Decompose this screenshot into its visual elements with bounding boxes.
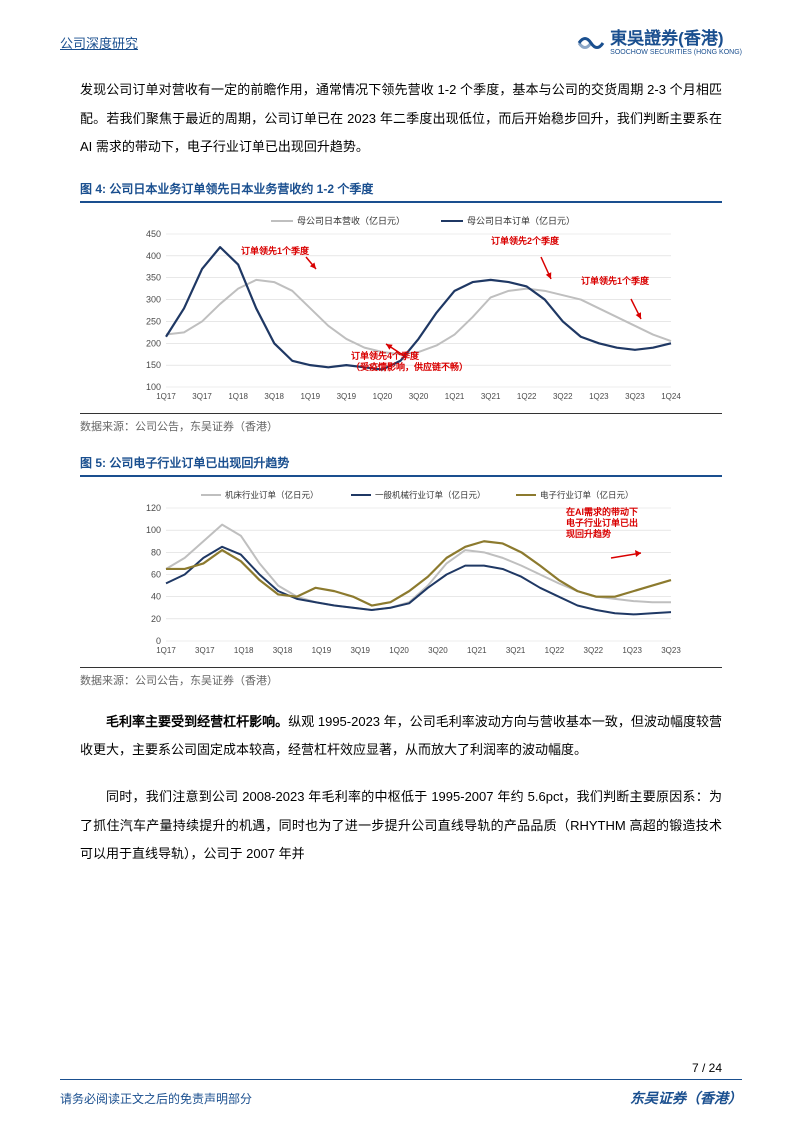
- svg-text:250: 250: [146, 316, 161, 326]
- svg-text:订单领先2个季度: 订单领先2个季度: [491, 235, 560, 246]
- paragraph-1: 发现公司订单对营收有一定的前瞻作用，通常情况下领先营收 1-2 个季度，基本与公…: [80, 76, 722, 162]
- svg-text:1Q19: 1Q19: [312, 646, 332, 655]
- svg-text:3Q19: 3Q19: [350, 646, 370, 655]
- footer-row: 请务必阅读正文之后的免责声明部分 东吴证券（香港）: [60, 1088, 742, 1108]
- logo-text-group: 東吳證券(香港) SOOCHOW SECURITIES (HONG KONG): [610, 30, 742, 56]
- svg-text:3Q23: 3Q23: [625, 392, 645, 401]
- svg-text:订单领先1个季度: 订单领先1个季度: [241, 245, 310, 256]
- svg-text:120: 120: [146, 503, 161, 513]
- svg-text:1Q24: 1Q24: [661, 392, 681, 401]
- logo-icon: [577, 32, 605, 54]
- svg-text:100: 100: [146, 525, 161, 535]
- svg-text:电子行业订单（亿日元）: 电子行业订单（亿日元）: [540, 490, 634, 500]
- svg-text:350: 350: [146, 272, 161, 282]
- svg-text:300: 300: [146, 294, 161, 304]
- svg-text:一般机械行业订单（亿日元）: 一般机械行业订单（亿日元）: [375, 490, 486, 500]
- logo-text-cn: 東吳證券(香港): [610, 30, 742, 47]
- svg-text:3Q17: 3Q17: [192, 392, 212, 401]
- brand-logo: 東吳證券(香港) SOOCHOW SECURITIES (HONG KONG): [577, 30, 742, 56]
- page-content: 发现公司订单对营收有一定的前瞻作用，通常情况下领先营收 1-2 个季度，基本与公…: [0, 66, 802, 869]
- footer-disclaimer: 请务必阅读正文之后的免责声明部分: [60, 1090, 252, 1107]
- fig5-chart: 0 20 40 60 80 100 120 1Q17 3Q17 1Q18 3Q18 1Q19 3Q19 1…: [121, 483, 681, 663]
- svg-text:3Q19: 3Q19: [337, 392, 357, 401]
- svg-text:现回升趋势: 现回升趋势: [566, 528, 611, 539]
- svg-text:1Q23: 1Q23: [589, 392, 609, 401]
- svg-text:1Q20: 1Q20: [389, 646, 409, 655]
- svg-text:1Q19: 1Q19: [300, 392, 320, 401]
- svg-text:450: 450: [146, 229, 161, 239]
- page-header: 公司深度研究 東吳證券(香港) SOOCHOW SECURITIES (HONG…: [0, 0, 802, 66]
- svg-text:在AI需求的带动下: 在AI需求的带动下: [566, 506, 638, 517]
- svg-text:3Q17: 3Q17: [195, 646, 215, 655]
- svg-text:60: 60: [151, 569, 161, 579]
- svg-text:80: 80: [151, 547, 161, 557]
- fig5-title: 图 5: 公司电子行业订单已出现回升趋势: [80, 454, 722, 471]
- svg-text:1Q18: 1Q18: [228, 392, 248, 401]
- fig4-chart: 100 150 200 250 300 350 400 450 1Q17 3Q17 1Q18 3Q18…: [121, 209, 681, 409]
- svg-text:3Q20: 3Q20: [428, 646, 448, 655]
- svg-text:1Q21: 1Q21: [445, 392, 465, 401]
- svg-text:母公司日本订单（亿日元）: 母公司日本订单（亿日元）: [467, 215, 575, 226]
- svg-text:3Q20: 3Q20: [409, 392, 429, 401]
- svg-text:3Q18: 3Q18: [273, 646, 293, 655]
- svg-text:机床行业订单（亿日元）: 机床行业订单（亿日元）: [225, 490, 319, 500]
- svg-text:3Q21: 3Q21: [506, 646, 526, 655]
- svg-text:电子行业订单已出: 电子行业订单已出: [566, 517, 638, 528]
- svg-text:1Q23: 1Q23: [622, 646, 642, 655]
- fig5-svg: 0 20 40 60 80 100 120 1Q17 3Q17 1Q18 3Q18 1Q19 3Q19 1…: [121, 483, 681, 663]
- svg-text:订单领先1个季度: 订单领先1个季度: [581, 275, 650, 286]
- svg-text:1Q21: 1Q21: [467, 646, 487, 655]
- logo-text-en: SOOCHOW SECURITIES (HONG KONG): [610, 49, 742, 56]
- paragraph-3: 同时，我们注意到公司 2008-2023 年毛利率的中枢低于 1995-2007…: [80, 783, 722, 869]
- svg-text:3Q18: 3Q18: [264, 392, 284, 401]
- doc-category: 公司深度研究: [60, 33, 138, 54]
- svg-text:40: 40: [151, 591, 161, 601]
- p2-bold: 毛利率主要受到经营杠杆影响。: [106, 714, 288, 729]
- svg-text:3Q22: 3Q22: [553, 392, 573, 401]
- svg-text:0: 0: [156, 636, 161, 646]
- fig5-rule: [80, 475, 722, 477]
- fig5-source: 数据来源：公司公告，东吴证券（香港）: [80, 667, 722, 688]
- svg-text:3Q21: 3Q21: [481, 392, 501, 401]
- svg-text:150: 150: [146, 360, 161, 370]
- svg-text:3Q22: 3Q22: [584, 646, 604, 655]
- svg-text:100: 100: [146, 382, 161, 392]
- svg-text:1Q20: 1Q20: [373, 392, 393, 401]
- svg-text:200: 200: [146, 338, 161, 348]
- svg-text:3Q23: 3Q23: [661, 646, 681, 655]
- fig4-rule: [80, 201, 722, 203]
- footer-brand: 东吴证券（香港）: [630, 1088, 742, 1108]
- svg-text:订单领先4个季度: 订单领先4个季度: [351, 350, 420, 361]
- svg-text:1Q17: 1Q17: [156, 392, 176, 401]
- svg-text:400: 400: [146, 251, 161, 261]
- footer-rule: [60, 1079, 742, 1080]
- svg-text:1Q22: 1Q22: [545, 646, 565, 655]
- svg-text:1Q22: 1Q22: [517, 392, 537, 401]
- fig4-title: 图 4: 公司日本业务订单领先日本业务营收约 1-2 个季度: [80, 180, 722, 197]
- fig4-source: 数据来源：公司公告，东吴证券（香港）: [80, 413, 722, 434]
- svg-text:（受疫情影响，供应链不畅）: （受疫情影响，供应链不畅）: [351, 361, 468, 372]
- page-footer: 7 / 24 请务必阅读正文之后的免责声明部分 东吴证券（香港）: [0, 1061, 802, 1133]
- paragraph-2: 毛利率主要受到经营杠杆影响。纵观 1995-2023 年，公司毛利率波动方向与营…: [80, 708, 722, 765]
- svg-text:母公司日本营收（亿日元）: 母公司日本营收（亿日元）: [297, 215, 405, 226]
- svg-text:20: 20: [151, 614, 161, 624]
- page-number: 7 / 24: [60, 1061, 742, 1075]
- fig4-svg: 100 150 200 250 300 350 400 450 1Q17 3Q17 1Q18 3Q18…: [121, 209, 681, 409]
- svg-text:1Q17: 1Q17: [156, 646, 176, 655]
- svg-text:1Q18: 1Q18: [234, 646, 254, 655]
